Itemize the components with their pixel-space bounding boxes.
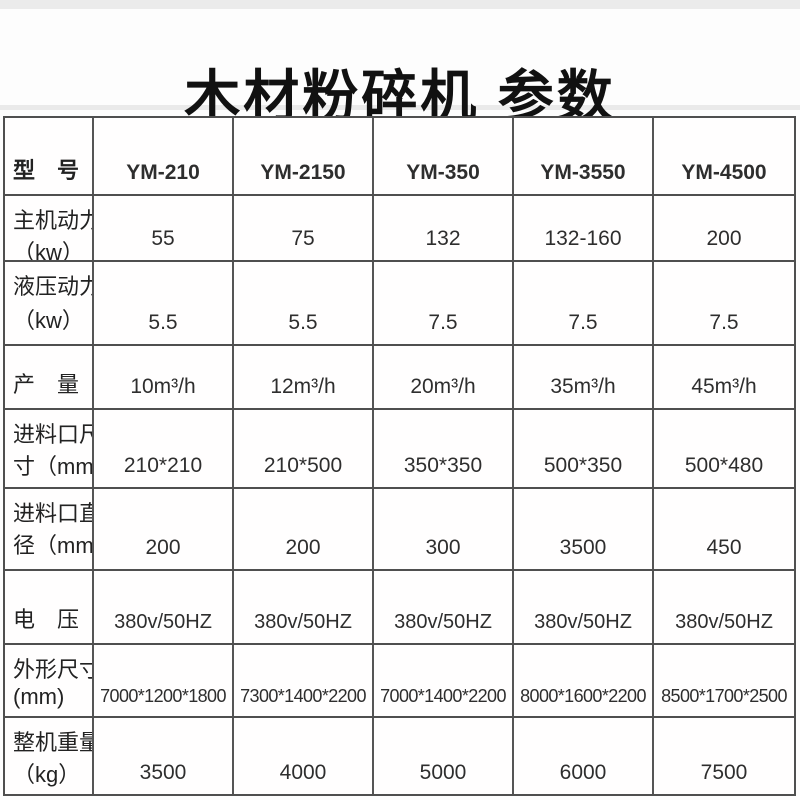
spec-table: 型 号 YM-210 YM-2150 YM-350 YM-3550 YM-450… xyxy=(3,116,796,796)
table-row-inlet-size: 进料口尺 寸（mm） 210*210 210*500 350*350 500*3… xyxy=(5,410,794,489)
table-cell: 380v/50HZ xyxy=(675,611,773,633)
table-row-output: 产 量 10m³/h 12m³/h 20m³/h 35m³/h 45m³/h xyxy=(5,346,794,410)
model-cell: YM-210 xyxy=(94,118,234,194)
row-label-voltage: 电 压 xyxy=(5,571,94,643)
row-label-inlet-size: 进料口尺 寸（mm） xyxy=(5,410,94,487)
table-cell: 12m³/h xyxy=(234,346,374,408)
table-cell: 3500 xyxy=(94,718,234,794)
scan-edge-strip xyxy=(0,0,800,9)
row-label-line1: 进料口尺 xyxy=(13,422,94,447)
table-cell: 380v/50HZ xyxy=(234,571,374,643)
row-label-line2: 寸（mm） xyxy=(13,454,94,479)
table-cell: 7.5 xyxy=(514,262,654,344)
table-cell: 7300*1400*2200 xyxy=(234,645,374,716)
row-label-weight: 整机重量 （kg） xyxy=(5,718,94,794)
table-cell: 3500 xyxy=(514,489,654,569)
table-cell: 10m³/h xyxy=(94,346,234,408)
row-label-line2: （kg） xyxy=(13,762,81,787)
table-cell: 380v/50HZ xyxy=(94,571,234,643)
table-cell: 7.5 xyxy=(709,311,739,334)
table-cell: 35m³/h xyxy=(514,346,654,408)
row-label-output: 产 量 xyxy=(5,346,94,408)
table-cell: 5000 xyxy=(374,718,514,794)
row-label-dimensions: 外形尺寸 (mm) xyxy=(5,645,94,716)
table-cell: 5.5 xyxy=(234,262,374,344)
table-cell: 5.5 xyxy=(94,262,234,344)
table-cell: 132 xyxy=(374,196,514,260)
model-cell: YM-4500 xyxy=(681,161,767,184)
table-row-main-power: 主机动力 （kw） 55 75 132 132-160 200 xyxy=(5,196,794,262)
row-label-line2: 径（mm） xyxy=(13,533,94,558)
table-cell: 210*210 xyxy=(94,410,234,487)
row-label-hydraulic-power: 液压动力 （kw） xyxy=(5,262,94,344)
table-cell: 45m³/h xyxy=(691,375,757,398)
table-cell: 75 xyxy=(234,196,374,260)
table-cell: 132-160 xyxy=(514,196,654,260)
table-cell: 7000*1400*2200 xyxy=(374,645,514,716)
table-row-models: 型 号 YM-210 YM-2150 YM-350 YM-3550 YM-450… xyxy=(5,118,794,196)
table-row-dimensions: 外形尺寸 (mm) 7000*1200*1800 7300*1400*2200 … xyxy=(5,645,794,718)
table-row-weight: 整机重量 （kg） 3500 4000 5000 6000 7500 xyxy=(5,718,794,794)
row-label-line1: 主机动力 xyxy=(13,208,94,233)
scan-artifact-line xyxy=(0,105,800,110)
table-cell: 380v/50HZ xyxy=(514,571,654,643)
table-row-voltage: 电 压 380v/50HZ 380v/50HZ 380v/50HZ 380v/5… xyxy=(5,571,794,645)
row-label-line1: 进料口直 xyxy=(13,501,94,526)
table-row-hydraulic-power: 液压动力 （kw） 5.5 5.5 7.5 7.5 7.5 xyxy=(5,262,794,346)
table-cell: 7500 xyxy=(700,761,748,784)
model-cell: YM-3550 xyxy=(514,118,654,194)
table-cell: 500*480 xyxy=(684,454,764,477)
table-cell: 8000*1600*2200 xyxy=(514,645,654,716)
table-cell: 6000 xyxy=(514,718,654,794)
table-cell: 8500*1700*2500 xyxy=(661,686,787,706)
table-cell: 380v/50HZ xyxy=(374,571,514,643)
table-cell: 200 xyxy=(706,227,742,250)
model-cell: YM-2150 xyxy=(234,118,374,194)
table-cell: 200 xyxy=(234,489,374,569)
row-label-line2: (mm) xyxy=(13,684,65,709)
row-label-main-power: 主机动力 （kw） xyxy=(5,196,94,260)
row-label-line2: （kw） xyxy=(13,240,84,260)
table-cell: 7.5 xyxy=(374,262,514,344)
row-label-line1: 外形尺寸 xyxy=(13,657,94,682)
row-label-line2: （kw） xyxy=(13,308,84,333)
table-cell: 4000 xyxy=(234,718,374,794)
table-cell: 300 xyxy=(374,489,514,569)
table-cell: 210*500 xyxy=(234,410,374,487)
model-cell: YM-350 xyxy=(374,118,514,194)
row-label-line1: 液压动力 xyxy=(13,274,94,299)
table-cell: 350*350 xyxy=(374,410,514,487)
row-label-line1: 整机重量 xyxy=(13,730,94,755)
table-cell: 7000*1200*1800 xyxy=(94,645,234,716)
table-cell: 450 xyxy=(706,536,742,559)
row-label-inlet-diameter: 进料口直 径（mm） xyxy=(5,489,94,569)
table-cell: 500*350 xyxy=(514,410,654,487)
row-label-model: 型 号 xyxy=(5,118,94,194)
table-cell: 20m³/h xyxy=(374,346,514,408)
table-cell: 55 xyxy=(94,196,234,260)
table-cell: 200 xyxy=(94,489,234,569)
table-row-inlet-diameter: 进料口直 径（mm） 200 200 300 3500 450 xyxy=(5,489,794,571)
